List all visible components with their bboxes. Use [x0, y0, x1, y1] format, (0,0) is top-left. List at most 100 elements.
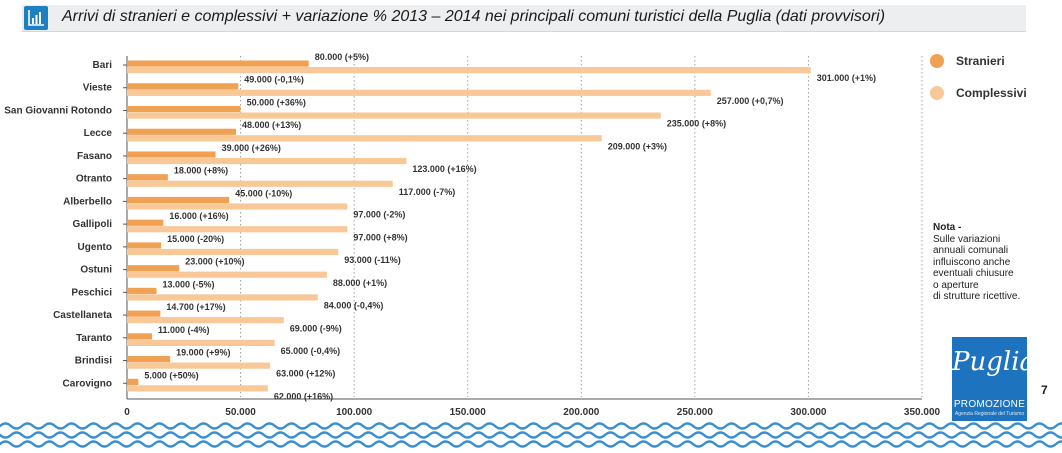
bar-stranieri: [127, 287, 157, 295]
bar-complessivi: [127, 339, 275, 346]
data-label-complessivi: 97.000 (+8%): [353, 232, 407, 242]
data-label-complessivi: 69.000 (-9%): [290, 323, 342, 333]
category-label: Gallipoli: [73, 219, 113, 230]
category-label: Brindisi: [75, 356, 112, 367]
bar-stranieri: [127, 378, 139, 385]
bar-complessivi: [127, 226, 348, 233]
x-tick-label: 50.000: [225, 407, 256, 418]
x-tick-label: 100.000: [336, 407, 373, 418]
wave-decoration: [0, 422, 1062, 448]
wave-line: [0, 440, 1062, 448]
data-label-stranieri: 15.000 (-20%): [167, 234, 224, 244]
data-label-complessivi: 257.000 (+0,7%): [717, 96, 784, 106]
bar-complessivi: [127, 67, 811, 74]
data-label-complessivi: 88.000 (+1%): [333, 278, 387, 288]
data-label-complessivi: 84.000 (-0,4%): [324, 301, 384, 311]
bar-complessivi: [127, 385, 268, 392]
category-label: Bari: [93, 60, 113, 71]
x-tick-label: 300.000: [790, 407, 827, 418]
data-label-stranieri: 13.000 (-5%): [163, 279, 215, 289]
category-label: San Giovanni Rotondo: [4, 105, 112, 116]
data-label-stranieri: 80.000 (+5%): [315, 52, 369, 62]
x-tick-label: 200.000: [563, 407, 600, 418]
x-tick-label: 0: [124, 407, 130, 418]
bar-complessivi: [127, 294, 318, 301]
bar-complessivi: [127, 362, 271, 369]
category-label: Peschici: [71, 287, 112, 298]
chart-title: Arrivi di stranieri e complessivi + vari…: [62, 8, 886, 25]
data-label-stranieri: 45.000 (-10%): [235, 188, 292, 198]
bar-stranieri: [127, 83, 239, 90]
note-line: o aperture: [933, 279, 979, 291]
data-label-stranieri: 11.000 (-4%): [158, 325, 210, 335]
x-tick-label: 150.000: [450, 407, 487, 418]
data-label-stranieri: 16.000 (+16%): [169, 211, 228, 221]
note-line: di strutture ricettive.: [933, 291, 1021, 302]
data-label-complessivi: 123.000 (+16%): [412, 164, 476, 174]
bar-complessivi: [127, 271, 327, 278]
data-label-complessivi: 63.000 (+12%): [276, 369, 335, 379]
data-label-complessivi: 235.000 (+8%): [667, 119, 726, 129]
bar-complessivi: [127, 248, 339, 256]
bar-complessivi: [127, 317, 284, 324]
data-label-stranieri: 39.000 (+26%): [222, 143, 281, 153]
legend-swatch-complessivi: [930, 86, 944, 100]
logo-script: Puglia: [952, 347, 1036, 377]
note-line: eventuali chiusure: [933, 268, 1014, 279]
bar-complessivi: [127, 157, 407, 165]
note-title: Nota -: [933, 222, 962, 233]
data-label-stranieri: 50.000 (+36%): [247, 97, 306, 107]
category-label: Ugento: [78, 242, 112, 253]
data-label-stranieri: 18.000 (+8%): [174, 166, 228, 176]
category-label: Taranto: [76, 333, 112, 344]
logo-promo-text: PROMOZIONE: [953, 399, 1026, 410]
data-label-complessivi: 209.000 (+3%): [608, 141, 667, 151]
category-label: Vieste: [83, 83, 113, 94]
legend-swatch-stranieri: [930, 54, 944, 68]
category-label: Ostuni: [80, 265, 112, 276]
bar-stranieri: [127, 174, 168, 181]
data-label-complessivi: 62.000 (+16%): [274, 391, 333, 401]
bar-stranieri: [127, 196, 230, 204]
legend-label-stranieri: Stranieri: [956, 54, 1005, 68]
bar-complessivi: [127, 135, 602, 142]
data-label-complessivi: 97.000 (-2%): [353, 210, 405, 220]
note-line: annuali comunali: [933, 245, 1009, 256]
bar-stranieri: [127, 310, 161, 317]
data-label-stranieri: 5.000 (+50%): [144, 370, 198, 380]
category-label: Alberbello: [63, 196, 112, 207]
note-line: influiscono anche: [933, 256, 1011, 268]
bar-complessivi: [127, 180, 393, 187]
bar-stranieri: [127, 356, 171, 363]
note-line: Sulle variazioni: [933, 233, 1001, 245]
bar-stranieri: [127, 128, 237, 135]
bar-complessivi: [127, 89, 711, 96]
data-label-stranieri: 49.000 (-0,1%): [244, 75, 304, 85]
data-label-stranieri: 48.000 (+13%): [242, 120, 301, 130]
data-label-complessivi: 93.000 (-11%): [344, 255, 401, 265]
x-tick-label: 350.000: [904, 407, 941, 418]
bar-complessivi: [127, 112, 661, 119]
bar-stranieri: [127, 105, 241, 113]
data-label-complessivi: 301.000 (+1%): [817, 73, 876, 83]
category-label: Carovigno: [63, 378, 112, 389]
puglia-promozione-logo: Puglia PROMOZIONE Agenzia Regionale del …: [952, 337, 1036, 421]
logo-subtitle: Agenzia Regionale del Turismo: [954, 411, 1025, 417]
legend-label-complessivi: Complessivi: [956, 86, 1027, 100]
bar-stranieri: [127, 242, 162, 249]
data-label-complessivi: 65.000 (-0,4%): [281, 346, 341, 356]
data-label-complessivi: 117.000 (-7%): [399, 187, 456, 197]
bar-complessivi: [127, 203, 348, 210]
bar-stranieri: [127, 333, 152, 340]
wave-line: [0, 422, 1062, 430]
data-label-stranieri: 23.000 (+10%): [185, 257, 244, 267]
chart-icon: [24, 6, 48, 30]
bar-stranieri: [127, 151, 216, 158]
category-label: Lecce: [84, 128, 113, 139]
bar-stranieri: [127, 265, 180, 272]
bar-stranieri: [127, 219, 164, 226]
page-number: 7: [1041, 383, 1048, 397]
note: Nota - Sulle variazioni annuali comunali…: [933, 222, 1038, 303]
x-tick-label: 250.000: [677, 407, 714, 418]
